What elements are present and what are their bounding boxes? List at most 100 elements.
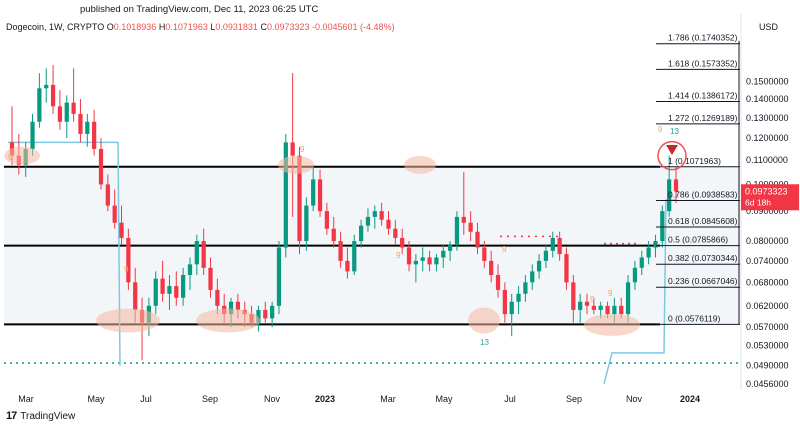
y-tick-label: 0.0740000 — [746, 256, 789, 266]
candle — [44, 68, 49, 103]
candle — [612, 297, 617, 323]
candle — [352, 234, 357, 275]
td-count-label: 9 — [590, 295, 595, 304]
x-tick-label: May — [435, 394, 453, 404]
candle-body — [311, 179, 316, 206]
candle-body — [530, 271, 535, 283]
candle-body — [584, 301, 590, 306]
candle-body — [516, 293, 521, 302]
candle-body — [564, 254, 569, 283]
fib-level-label: 0.618 (0.0845608) — [668, 216, 738, 226]
candle — [50, 65, 56, 114]
candle-body — [133, 282, 138, 310]
candle — [338, 231, 343, 268]
candle — [276, 241, 282, 315]
td-count-label: 9 — [658, 125, 663, 134]
candle-body — [98, 148, 104, 185]
candle — [475, 222, 480, 255]
candle — [331, 216, 336, 248]
candle — [454, 211, 460, 251]
candle-body — [660, 211, 665, 242]
candle-body — [413, 260, 418, 265]
low-value: 0.0931831 — [215, 22, 258, 32]
candle — [625, 274, 631, 323]
candle-body — [598, 305, 603, 310]
fib-level-label: 0.786 (0.0938583) — [668, 190, 738, 200]
candle-body — [400, 237, 405, 248]
symbol-label: Dogecoin, 1W, CRYPTO — [6, 22, 105, 32]
candle-body — [673, 179, 679, 192]
candle-body — [489, 260, 494, 275]
y-tick-label: 0.0570000 — [746, 322, 789, 332]
candle-body — [379, 211, 384, 220]
candle — [92, 110, 97, 156]
candle-body — [222, 305, 227, 315]
candle-body — [23, 148, 28, 165]
candle — [139, 297, 145, 361]
candle — [64, 95, 69, 139]
y-tick-label: 0.1300000 — [746, 113, 789, 123]
candle-body — [249, 314, 254, 323]
candle-body — [523, 282, 528, 294]
candle — [468, 211, 473, 242]
candle — [400, 228, 405, 255]
candle — [98, 138, 104, 190]
candle-body — [256, 309, 261, 323]
candle-body — [290, 142, 295, 156]
candle — [598, 301, 603, 319]
x-tick-label: 2024 — [680, 394, 700, 404]
candle — [187, 257, 193, 290]
countdown-label: 6d 18h — [745, 197, 771, 207]
low-label: L — [210, 22, 216, 32]
candle — [242, 301, 247, 328]
candle-body — [646, 247, 651, 258]
candle — [57, 90, 63, 130]
candle — [297, 146, 302, 255]
y-tick-label: 0.0680000 — [746, 277, 789, 287]
candle-body — [667, 179, 672, 212]
candle — [345, 247, 350, 279]
candle — [509, 293, 514, 337]
candle-body — [427, 257, 432, 265]
change-value: -0.0045601 (-4.48%) — [312, 22, 395, 32]
candle-body — [160, 278, 165, 294]
candle-body — [441, 250, 446, 258]
candle-body — [475, 231, 480, 248]
candle-body — [632, 267, 638, 283]
candle — [420, 247, 425, 272]
candle — [311, 164, 316, 212]
candle-body — [468, 222, 473, 232]
x-tick-label: 2023 — [315, 394, 335, 404]
candle-body — [571, 282, 576, 310]
candle-body — [495, 274, 501, 290]
fib-level-label: 1.414 (0.1386172) — [668, 90, 738, 100]
candle — [283, 133, 288, 258]
candle — [578, 293, 583, 323]
td-count-label: 13 — [670, 127, 679, 136]
candle-body — [605, 305, 610, 315]
y-tick-label: 0.0900000 — [746, 206, 789, 216]
x-tick-label: May — [87, 394, 105, 404]
candle — [228, 297, 234, 328]
candle — [502, 282, 507, 323]
candle — [222, 293, 227, 323]
candle — [653, 234, 658, 258]
candle — [153, 271, 158, 315]
candle — [304, 197, 309, 251]
candle-body — [536, 260, 542, 272]
tradingview-logo[interactable]: 17 TradingView — [6, 410, 75, 422]
fib-level-label: 0.5 (0.0785866) — [668, 235, 728, 245]
ohlc-legend: Dogecoin, 1W, CRYPTO O0.1018936 H0.10719… — [6, 22, 395, 32]
candle-body — [447, 244, 453, 251]
close-value: 0.0973323 — [266, 22, 310, 32]
candle — [30, 113, 35, 156]
x-tick-label: Mar — [380, 394, 396, 404]
candle-body — [324, 211, 330, 229]
candle-body — [557, 237, 562, 255]
candle — [372, 205, 377, 229]
fib-level-label: 1 (0.1071963) — [668, 156, 721, 166]
candle-body — [187, 264, 193, 275]
candle-body — [639, 257, 644, 268]
